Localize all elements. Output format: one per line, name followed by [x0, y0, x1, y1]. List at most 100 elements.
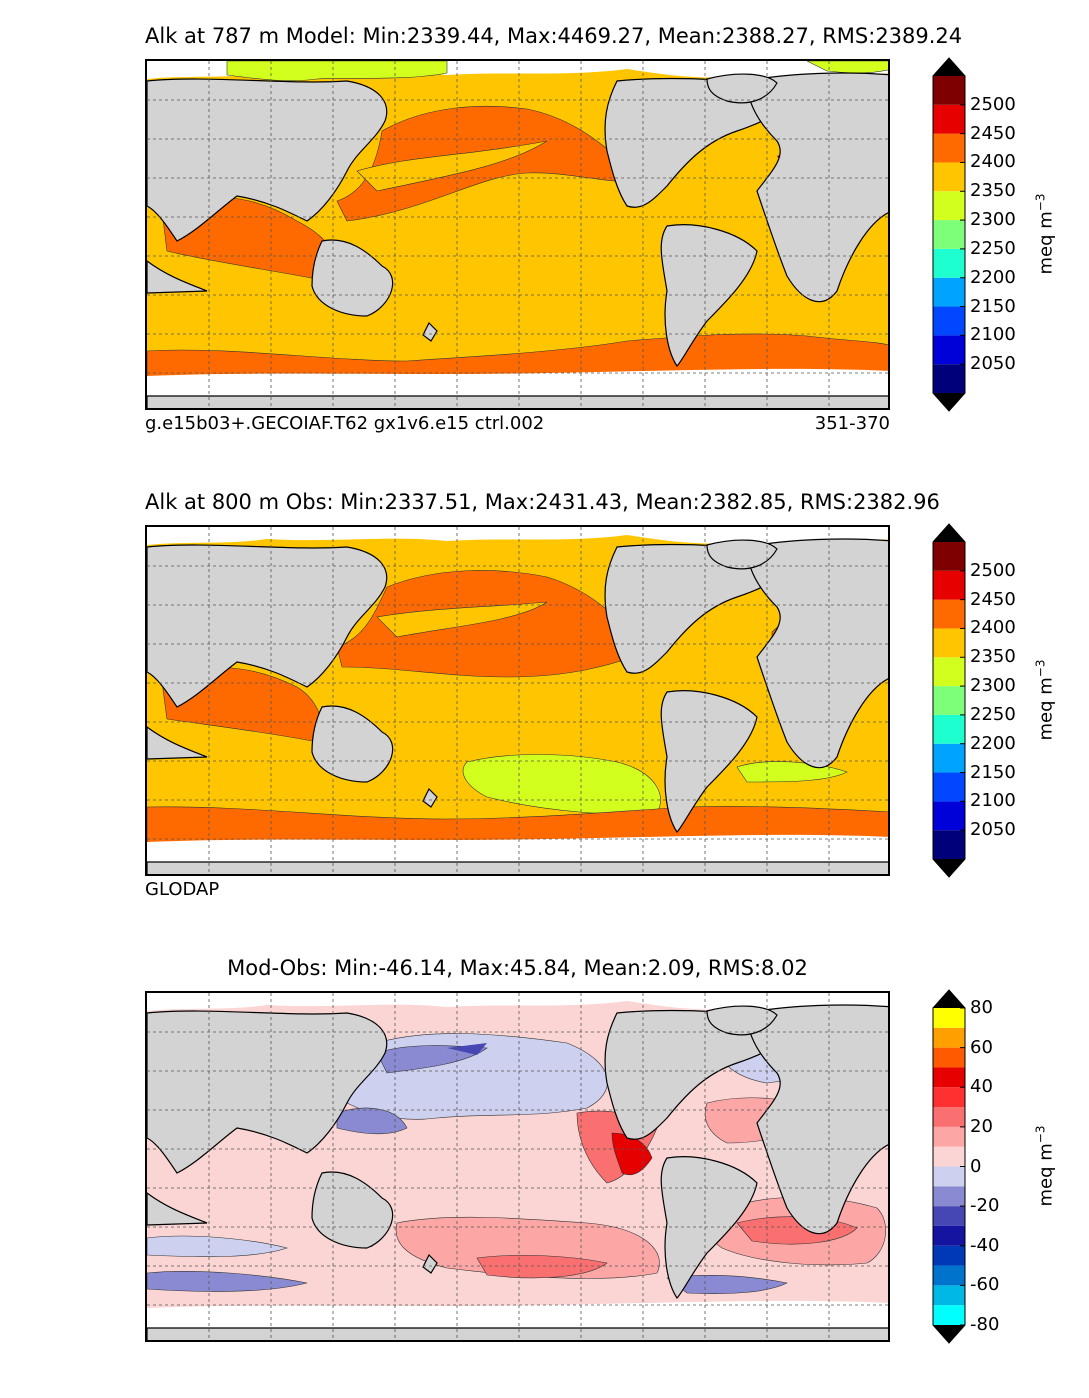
colorbar-tick-label: 2450	[970, 588, 1016, 610]
model-years: 351-370	[814, 413, 890, 434]
colorbar-segment	[933, 162, 965, 192]
diff-south-indian-negative	[147, 1235, 289, 1258]
colorbar-segment	[933, 335, 965, 365]
obs-units-text: meq m	[1035, 677, 1057, 741]
colorbar-extend-below	[933, 393, 965, 411]
colorbar-tick-label: 2050	[970, 353, 1016, 375]
colorbar-tick-label: 2350	[970, 180, 1016, 202]
colorbar-tick-label: -20	[970, 1195, 1000, 1217]
colorbar-tick-label: 80	[970, 997, 993, 1018]
colorbar-frame	[932, 523, 966, 878]
colorbar-segment	[933, 830, 965, 859]
diff-map	[145, 991, 890, 1342]
model-arctic-low-alk	[226, 61, 448, 81]
colorbar-tick-label: 2250	[970, 703, 1016, 725]
colorbar-segment	[933, 801, 965, 831]
colorbar-extend-below	[933, 1325, 965, 1343]
colorbar-segment	[933, 1008, 965, 1028]
obs-colorbar-label: meq m−3	[1034, 660, 1057, 741]
colorbar-tick-label: 2200	[970, 732, 1016, 754]
colorbar-segment	[933, 1166, 965, 1187]
diff-panel: Mod-Obs: Min:-46.14, Max:45.84, Mean:2.0…	[0, 932, 1089, 1398]
model-gridlines	[147, 61, 888, 408]
colorbar-segment	[933, 364, 965, 393]
colorbar-frame	[932, 57, 966, 412]
colorbar-segment	[933, 772, 965, 802]
obs-arctic-ice	[147, 527, 888, 545]
colorbar-tick-label: 2300	[970, 675, 1016, 697]
colorbar-tick-label: 2200	[970, 266, 1016, 288]
model-panel: Alk at 787 m Model: Min:2339.44, Max:446…	[0, 0, 1089, 466]
colorbar-tick-label: -80	[970, 1314, 1000, 1335]
colorbar-segment	[933, 1285, 965, 1306]
colorbar-tick-label: 2250	[970, 237, 1016, 259]
obs-map	[145, 525, 890, 876]
colorbar-tick-label: 2100	[970, 324, 1016, 346]
obs-panel: Alk at 800 m Obs: Min:2337.51, Max:2431.…	[0, 466, 1089, 932]
colorbar-segment	[933, 628, 965, 658]
colorbar-tick-label: 2150	[970, 761, 1016, 783]
colorbar-segment	[933, 1146, 965, 1167]
colorbar-segment	[933, 191, 965, 221]
colorbar-segment	[933, 686, 965, 715]
colorbar-tick-label: 2050	[970, 819, 1016, 841]
model-colorbar-svg	[932, 57, 966, 412]
diff-panama-strong-positive	[611, 1132, 653, 1176]
diff-colorbar-label: meq m−3	[1034, 1126, 1057, 1207]
colorbar-segment	[933, 104, 965, 134]
colorbar-tick-label: 60	[970, 1036, 993, 1058]
colorbar-segment	[933, 277, 965, 307]
obs-north-pacific-inner	[376, 601, 548, 638]
diff-map-canvas	[147, 993, 888, 1340]
colorbar-segment	[933, 220, 965, 249]
model-land	[147, 72, 888, 408]
obs-gridlines	[147, 527, 888, 874]
obs-land	[147, 538, 888, 874]
diff-colorbar-svg	[932, 989, 966, 1344]
colorbar-tick-label: 2300	[970, 209, 1016, 231]
diff-arctic-ice	[147, 993, 888, 1011]
colorbar-segment	[933, 714, 965, 744]
diff-units-text: meq m	[1035, 1143, 1057, 1207]
diff-circumpolar-negative	[147, 1271, 308, 1292]
diff-west-pacific-negative	[336, 1107, 408, 1135]
colorbar-tick-label: 2350	[970, 646, 1016, 668]
colorbar-segment	[933, 1126, 965, 1147]
colorbar-tick-label: 0	[970, 1155, 982, 1177]
colorbar-tick-label: 20	[970, 1115, 993, 1137]
colorbar-tick-label: 2400	[970, 151, 1016, 173]
obs-colorbar	[932, 523, 966, 878]
model-units-text: meq m	[1035, 211, 1057, 275]
obs-dataset-name: GLODAP	[145, 879, 220, 900]
colorbar-extend-above	[933, 58, 965, 76]
colorbar-segment	[933, 570, 965, 600]
colorbar-segment	[933, 133, 965, 163]
diff-kuroshio-negative	[447, 1043, 487, 1055]
diff-colorbar	[932, 989, 966, 1344]
colorbar-segment	[933, 1305, 965, 1325]
colorbar-segment	[933, 1027, 965, 1048]
model-map	[145, 59, 890, 410]
colorbar-segment	[933, 1206, 965, 1226]
diff-map-title: Mod-Obs: Min:-46.14, Max:45.84, Mean:2.0…	[227, 956, 808, 980]
colorbar-segment	[933, 1245, 965, 1266]
colorbar-segment	[933, 1067, 965, 1088]
colorbar-segment	[933, 657, 965, 687]
diff-drake-negative	[666, 1274, 788, 1294]
colorbar-segment	[933, 599, 965, 629]
colorbar-segment	[933, 743, 965, 773]
model-map-canvas	[147, 61, 888, 408]
model-north-pacific-inner	[356, 140, 548, 192]
colorbar-segment	[933, 1225, 965, 1246]
model-colorbar	[932, 57, 966, 412]
model-units-exponent: −3	[1033, 193, 1048, 212]
colorbar-tick-label: 2500	[970, 93, 1016, 115]
diff-south-pacific-strong-positive	[476, 1254, 608, 1279]
model-southern-ocean-band	[147, 333, 888, 382]
diff-units-exponent: −3	[1033, 1125, 1048, 1144]
obs-units-exponent: −3	[1033, 659, 1048, 678]
colorbar-extend-above	[933, 524, 965, 542]
colorbar-segment	[933, 1047, 965, 1068]
colorbar-tick-label: 2500	[970, 559, 1016, 581]
model-colorbar-label: meq m−3	[1034, 194, 1057, 275]
